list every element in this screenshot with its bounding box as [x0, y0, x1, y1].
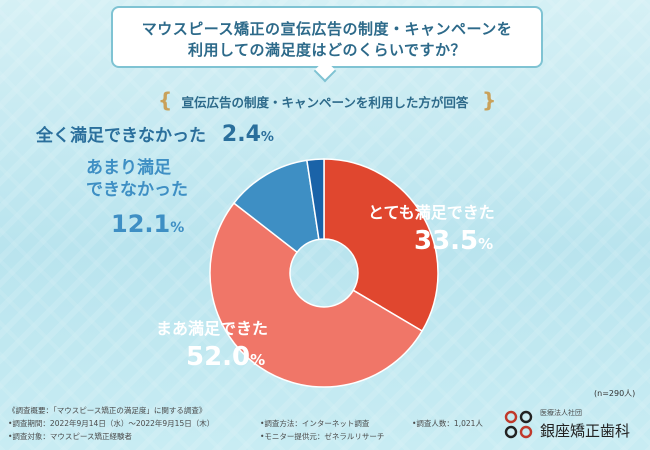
pct-not-at-all: 2.4% [221, 122, 274, 147]
label-very-satisfied: とても満足できた [368, 203, 495, 222]
label-not-very-line1: あまり満足 [86, 158, 171, 178]
pct-somewhat-satisfied: 52.0% [186, 342, 266, 372]
footer-provider: •モニター提供元：ゼネラルリサーチ [260, 432, 385, 441]
org-type: 医療法人社団 [540, 409, 582, 417]
slice-very-satisfied [323, 158, 439, 333]
subtitle: 宣伝広告の制度・キャンペーンを利用した方が回答 [181, 95, 469, 110]
label-not-at-all-text: 全く満足できなかった [36, 126, 206, 146]
footer-target: •調査対象：マウスピース矯正経験者 [8, 432, 133, 441]
pct-not-very: 12.1% [111, 210, 185, 238]
sample-size: (n=290人) [594, 389, 636, 398]
footer-overview: 《調査概要：「マウスピース矯正の満足度」に関する調査》 [8, 406, 207, 415]
pct-very-satisfied: 33.5% [414, 226, 494, 256]
footer-period: •調査期間：2022年9月14日（水）〜2022年9月15日（木） [8, 419, 215, 428]
right-brace-icon: } [482, 88, 497, 112]
clinic-logo-icon [504, 410, 533, 439]
slice-not-at-all [306, 158, 325, 241]
question-line-1: マウスピース矯正の宣伝広告の制度・キャンペーンを [141, 20, 513, 38]
label-not-very: あまり満足 できなかった [86, 157, 206, 201]
left-brace-icon: { [158, 88, 173, 112]
question-line-2: 利用しての満足度はどのくらいですか？ [187, 41, 467, 59]
footer-method: •調査方法：インターネット調査 [260, 419, 370, 428]
label-not-at-all: 全く満足できなかった 2.4% [36, 124, 274, 149]
question-bubble: マウスピース矯正の宣伝広告の制度・キャンペーンを 利用しての満足度はどのくらいで… [111, 6, 543, 68]
org-name: 銀座矯正歯科 [540, 422, 631, 440]
label-not-very-line2: できなかった [86, 180, 188, 200]
footer-count: •調査人数：1,021人 [412, 419, 483, 428]
slice-somewhat-satisfied [209, 202, 424, 388]
label-somewhat-satisfied: まあ満足できた [156, 319, 269, 338]
